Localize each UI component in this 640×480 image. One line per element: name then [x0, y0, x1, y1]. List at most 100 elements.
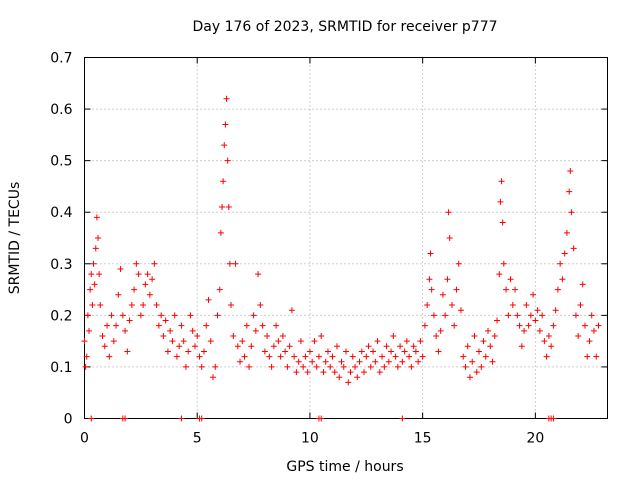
data-point — [521, 327, 528, 334]
data-point — [485, 327, 492, 334]
data-point — [385, 358, 392, 365]
data-point — [403, 338, 410, 345]
data-point — [412, 348, 419, 355]
data-point — [473, 369, 480, 376]
data-point — [408, 363, 415, 370]
y-tick-label: 0 — [64, 412, 73, 428]
data-point — [119, 312, 126, 319]
data-point — [178, 322, 185, 329]
data-point — [110, 338, 117, 345]
data-point — [295, 358, 302, 365]
data-point — [367, 363, 374, 370]
data-point — [417, 338, 424, 345]
data-point — [124, 348, 131, 355]
data-point — [419, 353, 426, 360]
y-tick-label: 0.5 — [50, 154, 72, 170]
data-point — [270, 343, 277, 350]
y-tick-label: 0.7 — [50, 51, 72, 67]
data-point — [284, 363, 291, 370]
data-point — [275, 338, 282, 345]
data-point — [541, 338, 548, 345]
data-point — [126, 317, 133, 324]
data-point — [155, 322, 162, 329]
data-point — [464, 343, 471, 350]
data-point — [568, 209, 575, 216]
data-point — [444, 276, 451, 283]
data-point — [566, 188, 573, 195]
data-point — [230, 332, 237, 339]
data-point — [343, 348, 349, 355]
data-point — [104, 322, 111, 329]
data-point — [363, 353, 370, 360]
data-point — [234, 343, 241, 350]
data-point — [399, 358, 406, 365]
data-point — [84, 312, 91, 319]
data-point — [595, 322, 602, 329]
data-point — [340, 363, 347, 370]
data-point — [399, 415, 406, 422]
data-point — [381, 363, 388, 370]
data-point — [453, 286, 460, 293]
x-tick-label: 15 — [414, 431, 432, 447]
data-point — [149, 276, 156, 283]
data-point — [388, 348, 395, 355]
data-point — [214, 312, 221, 319]
data-point — [347, 369, 354, 376]
data-point — [530, 291, 537, 298]
data-point — [304, 369, 311, 376]
data-point — [88, 271, 95, 278]
data-point — [122, 327, 129, 334]
data-point — [442, 312, 449, 319]
data-point — [329, 353, 336, 360]
data-point — [498, 178, 505, 185]
data-point — [311, 338, 318, 345]
chart-title: Day 176 of 2023, SRMTID for receiver p77… — [192, 19, 497, 35]
data-point — [499, 219, 506, 226]
data-point — [222, 121, 229, 128]
data-point — [261, 348, 268, 355]
data-point — [548, 343, 555, 350]
data-point — [397, 343, 404, 350]
data-point — [445, 209, 452, 216]
data-point — [97, 302, 104, 309]
data-point — [241, 353, 248, 360]
data-point — [505, 312, 512, 319]
data-point — [250, 312, 257, 319]
data-point — [297, 338, 304, 345]
data-point — [487, 343, 494, 350]
data-point — [427, 250, 434, 257]
data-point — [83, 353, 90, 360]
data-point — [277, 353, 284, 360]
data-point — [455, 260, 462, 267]
data-point — [536, 327, 543, 334]
data-point — [89, 302, 96, 309]
data-point — [372, 358, 379, 365]
data-point — [106, 353, 113, 360]
data-point — [550, 415, 557, 422]
data-point — [187, 312, 194, 319]
data-point — [318, 332, 325, 339]
data-point — [567, 167, 574, 174]
data-point — [584, 353, 591, 360]
data-point — [550, 322, 557, 329]
data-point — [410, 343, 417, 350]
data-point — [108, 312, 115, 319]
data-point — [268, 363, 275, 370]
data-point — [352, 363, 359, 370]
data-point — [237, 358, 244, 365]
data-point — [223, 95, 230, 102]
data-point — [563, 229, 570, 236]
data-point — [92, 245, 99, 252]
data-point — [457, 307, 464, 314]
data-point — [376, 369, 383, 376]
data-point — [579, 281, 586, 288]
data-point — [302, 353, 309, 360]
data-point — [248, 343, 255, 350]
data-point — [257, 302, 264, 309]
data-point — [518, 343, 525, 350]
data-point — [512, 286, 519, 293]
data-point — [361, 369, 368, 376]
data-point — [426, 276, 433, 283]
data-point — [279, 332, 286, 339]
data-point — [255, 271, 262, 278]
